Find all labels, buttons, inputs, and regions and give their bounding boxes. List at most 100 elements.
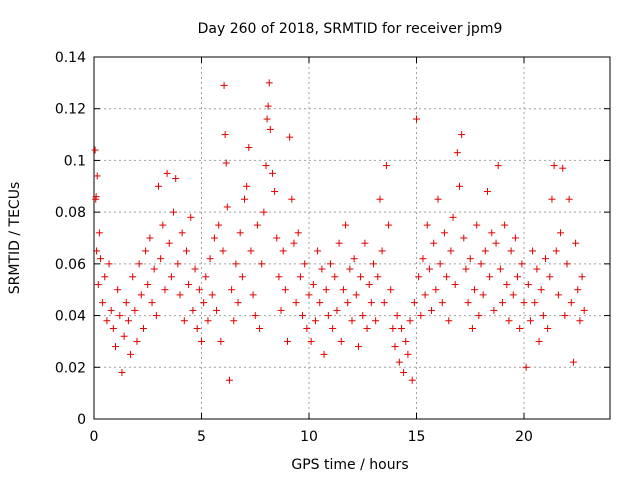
data-point [198,337,205,345]
data-point [458,131,466,139]
data-point [268,169,276,177]
data-point [503,281,511,289]
data-point [307,337,315,345]
data-point [516,325,524,332]
data-point [397,325,405,332]
axis-ticks: 0 0.02 0.04 0.06 0.08 0.1 0.12 0.14 0 5 10 15 20 [55,50,610,445]
y-tick-label: 0.08 [55,205,86,221]
data-point [155,182,162,190]
data-point [92,193,100,201]
data-point [501,221,509,229]
data-point [494,162,502,170]
data-point [511,234,519,242]
data-point [443,273,451,281]
data-point [206,255,214,263]
data-point [522,363,530,371]
data-point [204,317,212,325]
x-axis-label: GPS time / hours [291,457,408,473]
data-point [131,306,139,314]
data-point [378,247,386,255]
data-point [382,162,390,170]
grid [94,57,610,419]
data-point [144,281,152,289]
data-point [137,291,145,299]
data-point [370,260,377,268]
data-point [574,286,582,294]
data-point [189,306,197,314]
data-point [165,239,173,247]
data-point [200,299,208,307]
data-point [348,317,356,325]
data-point [161,286,169,294]
data-point [430,239,438,247]
data-point [567,299,575,307]
y-tick-label: 0 [77,412,86,428]
data-point [163,169,171,177]
data-point [174,260,182,268]
data-point [466,255,474,263]
data-point [296,273,304,281]
data-point [428,306,436,314]
data-point [438,299,446,307]
data-point [542,255,549,263]
data-point [185,281,193,289]
data-point [580,306,588,314]
data-point [114,286,122,294]
data-point [451,281,459,289]
data-point [565,195,573,203]
data-points [91,79,588,384]
data-point [393,312,401,320]
data-point [219,247,227,255]
data-point [417,312,425,320]
data-point [258,260,266,268]
data-point [316,299,324,307]
data-point [225,376,233,384]
data-point [367,299,375,307]
data-point [552,247,560,255]
data-point [135,260,143,268]
data-point [133,337,141,345]
data-point [333,306,341,314]
x-tick-label: 20 [515,429,533,445]
data-point [220,81,228,89]
data-point [535,337,543,345]
data-point [223,203,231,211]
x-tick-label: 5 [197,429,206,445]
data-point [447,247,455,255]
data-point [456,182,463,190]
y-tick-label: 0.04 [55,309,86,325]
data-point [329,325,337,332]
data-point [232,260,240,268]
data-point [408,376,416,384]
data-point [473,221,481,229]
y-tick-label: 0.12 [55,102,86,118]
data-point [230,317,238,325]
data-point [462,265,470,273]
data-point [445,317,453,325]
data-point [288,195,296,203]
data-point [320,350,328,358]
data-point [357,273,365,281]
data-point [361,239,369,247]
data-point [374,273,382,281]
data-point [234,299,242,307]
data-point [337,337,345,345]
data-point [277,306,285,314]
data-point [440,229,448,237]
data-point [116,312,124,320]
data-point [559,164,567,172]
y-tick-label: 0.1 [64,153,86,169]
plot-frame [93,56,611,420]
data-point [129,273,137,281]
data-point [253,221,261,229]
data-point [546,273,554,281]
data-point [569,358,577,366]
data-point [531,299,539,307]
data-point [249,291,257,299]
data-point [99,299,107,307]
data-point [477,260,485,268]
data-point [572,239,580,247]
data-point [103,317,111,325]
data-point [292,299,300,307]
data-point [376,195,384,203]
